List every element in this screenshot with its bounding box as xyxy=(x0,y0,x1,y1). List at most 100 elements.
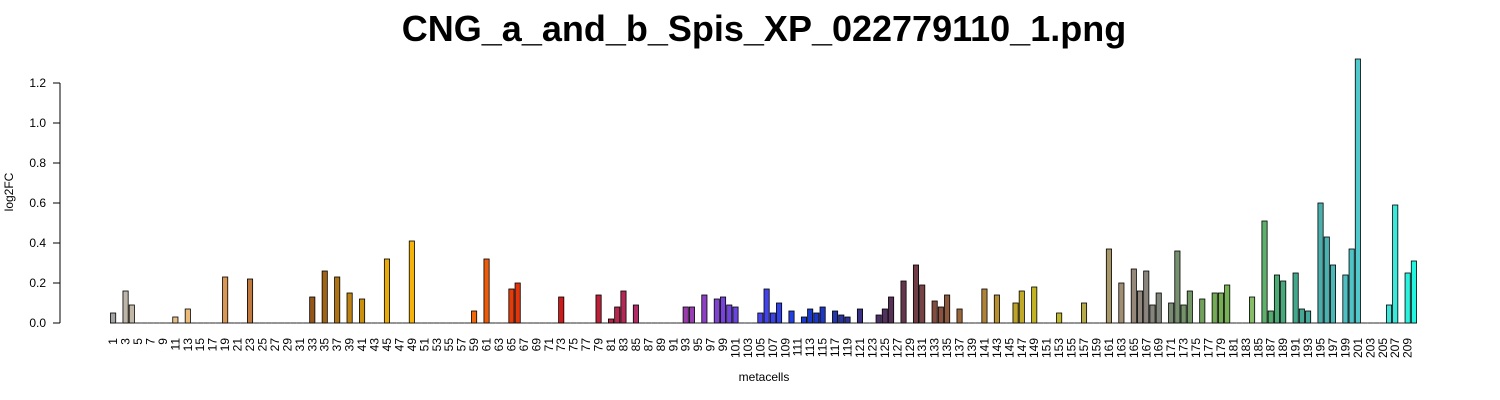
bar xyxy=(856,308,863,324)
bar xyxy=(931,300,938,324)
x-tick-label: 135 xyxy=(940,338,954,358)
bar xyxy=(1149,304,1156,324)
x-tick-label: 105 xyxy=(753,338,767,358)
bar xyxy=(346,292,353,324)
x-tick-label: 127 xyxy=(890,338,904,358)
x-tick-label: 191 xyxy=(1289,338,1303,358)
bar xyxy=(1174,250,1181,324)
bar xyxy=(888,296,895,324)
x-tick-label: 29 xyxy=(280,338,294,352)
x-tick-label: 193 xyxy=(1301,338,1315,358)
x-tick-label: 45 xyxy=(380,338,394,352)
y-tick-label: 1.2 xyxy=(29,76,46,90)
bar xyxy=(732,306,739,324)
x-tick-label: 137 xyxy=(953,338,967,358)
x-tick-label: 61 xyxy=(480,338,494,352)
bar xyxy=(620,290,627,324)
bar xyxy=(558,296,565,324)
bar xyxy=(1180,304,1187,324)
bar xyxy=(1392,204,1399,324)
x-tick-label: 203 xyxy=(1363,338,1377,358)
x-tick-label: 97 xyxy=(704,338,718,352)
x-tick-label: 13 xyxy=(181,338,195,352)
x-tick-label: 67 xyxy=(517,338,531,352)
bar xyxy=(334,276,341,324)
bar xyxy=(838,314,845,324)
bar xyxy=(813,312,820,324)
x-tick-label: 197 xyxy=(1326,338,1340,358)
bar xyxy=(408,240,415,324)
bar xyxy=(682,306,689,324)
bar xyxy=(993,294,1000,324)
bar xyxy=(128,304,135,324)
bar xyxy=(383,258,390,324)
bar xyxy=(595,294,602,324)
bar xyxy=(763,288,770,324)
y-tick-label: 1.0 xyxy=(29,116,46,130)
bar xyxy=(944,294,951,324)
bar xyxy=(1273,274,1280,324)
x-tick-label: 17 xyxy=(206,338,220,352)
x-tick-label: 21 xyxy=(231,338,245,352)
x-tick-label: 157 xyxy=(1077,338,1091,358)
x-tick-label: 151 xyxy=(1040,338,1054,358)
x-axis: 1357911131517192123252729313335373941434… xyxy=(106,322,1417,358)
bar xyxy=(1224,284,1231,324)
bar xyxy=(713,298,720,324)
bar xyxy=(1031,286,1038,324)
x-tick-label: 91 xyxy=(666,338,680,352)
x-tick-label: 73 xyxy=(554,338,568,352)
x-tick-label: 129 xyxy=(903,338,917,358)
x-tick-label: 57 xyxy=(455,338,469,352)
x-tick-label: 5 xyxy=(131,338,145,345)
x-tick-label: 51 xyxy=(417,338,431,352)
x-tick-label: 69 xyxy=(529,338,543,352)
y-tick-label: 0.2 xyxy=(29,276,46,290)
x-tick-label: 25 xyxy=(256,338,270,352)
bar xyxy=(1323,236,1330,324)
x-tick-label: 31 xyxy=(293,338,307,352)
bar xyxy=(844,316,851,324)
x-tick-label: 165 xyxy=(1127,338,1141,358)
bar xyxy=(514,282,521,324)
bar xyxy=(1012,302,1019,324)
x-tick-label: 19 xyxy=(218,338,232,352)
x-tick-label: 79 xyxy=(592,338,606,352)
x-tick-label: 121 xyxy=(853,338,867,358)
x-tick-label: 37 xyxy=(330,338,344,352)
bar xyxy=(956,308,963,324)
bar xyxy=(726,304,733,324)
bars xyxy=(110,58,1417,324)
x-tick-label: 179 xyxy=(1214,338,1228,358)
x-tick-label: 201 xyxy=(1351,338,1365,358)
x-tick-label: 199 xyxy=(1338,338,1352,358)
x-tick-label: 159 xyxy=(1090,338,1104,358)
bar xyxy=(184,308,191,324)
x-tick-label: 55 xyxy=(442,338,456,352)
bar xyxy=(788,310,795,324)
x-tick-label: 139 xyxy=(965,338,979,358)
x-tick-label: 23 xyxy=(243,338,257,352)
y-tick-label: 0.8 xyxy=(29,156,46,170)
x-tick-label: 163 xyxy=(1114,338,1128,358)
bar xyxy=(1211,292,1218,324)
bar xyxy=(122,290,129,324)
bar xyxy=(1155,292,1162,324)
x-tick-label: 155 xyxy=(1065,338,1079,358)
x-tick-label: 65 xyxy=(504,338,518,352)
bar xyxy=(1217,292,1224,324)
x-tick-label: 15 xyxy=(193,338,207,352)
bar xyxy=(247,278,254,324)
bar xyxy=(800,316,807,324)
y-axis: 0.0 0.2 0.4 0.6 0.8 1.0 1.2 xyxy=(29,76,61,330)
x-tick-label: 149 xyxy=(1027,338,1041,358)
y-tick-label: 0.6 xyxy=(29,196,46,210)
bar xyxy=(1118,282,1125,324)
x-tick-label: 3 xyxy=(119,338,133,345)
x-tick-label: 95 xyxy=(691,338,705,352)
x-tick-label: 117 xyxy=(828,338,842,357)
x-tick-label: 187 xyxy=(1264,338,1278,358)
bar xyxy=(471,310,478,324)
bar xyxy=(819,306,826,324)
